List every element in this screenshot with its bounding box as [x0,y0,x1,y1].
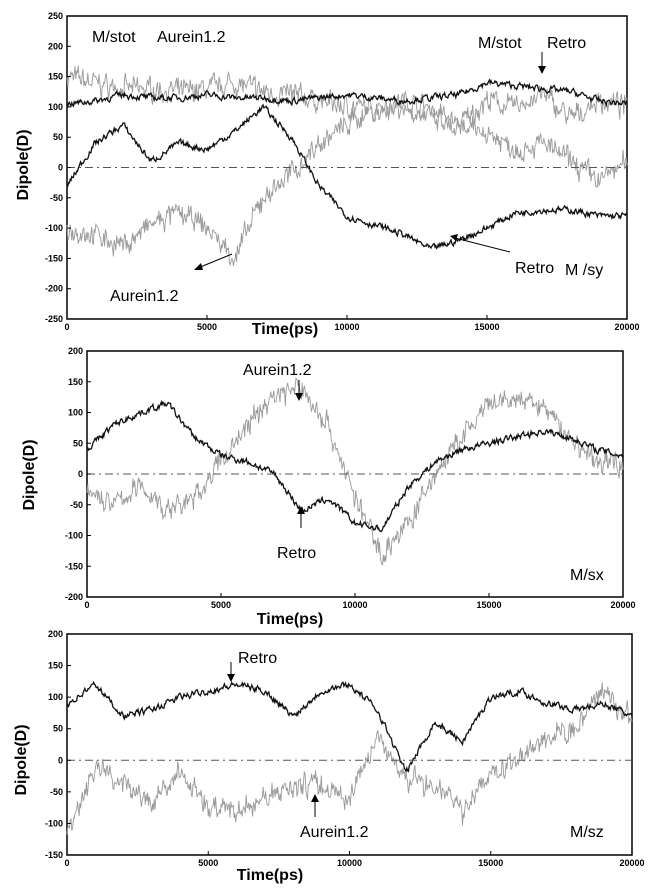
x-tick-label: 5000 [211,600,231,610]
y-tick-label: -100 [45,223,63,233]
y-tick-label: 50 [53,724,63,734]
arrowhead-aurein [295,393,303,401]
y-tick-label: -50 [70,500,83,510]
y-tick-label: -100 [45,818,63,828]
y-tick-label: -150 [45,253,63,263]
x-tick-label: 15000 [476,600,501,610]
x-tick-label: 5000 [198,858,218,868]
x-tick-label: 10000 [334,322,359,332]
y-tick-label: 50 [53,132,63,142]
y-tick-label: 0 [58,755,63,765]
y-tick-label: -200 [65,592,83,602]
annotation-retro: Retro [277,545,316,562]
y-tick-label: 50 [73,438,83,448]
y-tick-label: 100 [48,692,63,702]
arrow-aurein-bottom [197,253,233,269]
y-tick-label: 200 [48,629,63,639]
y-tick-label: 200 [68,346,83,356]
y-tick-label: 200 [48,41,63,51]
x-tick-label: 0 [64,858,69,868]
panel-label: M /sy [565,262,603,279]
y-tick-label: 100 [68,408,83,418]
y-tick-label: -50 [50,787,63,797]
x-tick-label: 10000 [342,600,367,610]
y-axis-label: Dipole(D) [21,439,38,510]
y-tick-label: 150 [48,661,63,671]
annotation-mstot: M/stot [92,29,136,46]
arrowhead-aurein-bottom [194,263,203,270]
series-line-retro [86,399,624,533]
x-axis-label: Time(ps) [252,321,318,338]
series-line-retro [66,680,633,774]
y-tick-label: -150 [65,561,83,571]
x-tick-label: 0 [84,600,89,610]
annotation-mstot-right: M/stot [478,35,522,52]
series-line-m-stot-aurein1-2 [66,65,628,135]
y-tick-label: 0 [58,163,63,173]
series-line-m-sy-aurein1-2 [66,98,628,267]
x-axis-label: Time(ps) [257,611,323,628]
annotation-aurein: Aurein1.2 [243,362,312,379]
arrow-retro-bottom [454,237,511,253]
series-line-m-stot-retro [66,78,628,108]
annotation-retro-top: Retro [547,35,586,52]
y-tick-label: 150 [48,72,63,82]
annotation-retro: Retro [238,650,277,667]
panel-label: M/sz [570,824,604,841]
y-axis-label: Dipole(D) [13,724,30,795]
arrowhead-aurein [311,794,319,802]
x-tick-label: 20000 [610,600,635,610]
series-line-aurein1-2 [66,682,633,835]
x-tick-label: 20000 [614,322,639,332]
y-tick-label: -200 [45,284,63,294]
series-line-aurein1-2 [86,376,624,566]
y-tick-label: 250 [48,11,63,21]
arrowhead-retro [297,506,305,514]
panel-label: M/sx [570,567,604,584]
x-tick-label: 20000 [619,858,644,868]
arrowhead-retro-bottom [450,234,458,241]
x-tick-label: 15000 [478,858,503,868]
x-tick-label: 10000 [337,858,362,868]
y-tick-label: 100 [48,102,63,112]
annotation-aurein: Aurein1.2 [300,824,369,841]
y-tick-label: -100 [65,531,83,541]
x-tick-label: 0 [64,322,69,332]
y-tick-label: -250 [45,314,63,324]
y-tick-label: 150 [68,377,83,387]
x-tick-label: 15000 [474,322,499,332]
annotation-retro-bottom: Retro [515,260,554,277]
arrowhead-retro-top [538,66,546,74]
y-axis-label: Dipole(D) [15,129,32,200]
y-tick-label: -150 [45,850,63,860]
annotation-aurein-bottom: Aurein1.2 [110,288,179,305]
y-tick-label: -50 [50,193,63,203]
annotation-aurein-top: Aurein1.2 [157,29,226,46]
series-line-m-sy-retro [66,103,628,250]
plot-frame [66,633,633,856]
arrowhead-retro [227,674,235,682]
y-tick-label: 0 [78,469,83,479]
x-tick-label: 5000 [197,322,217,332]
x-axis-label: Time(ps) [237,867,303,884]
